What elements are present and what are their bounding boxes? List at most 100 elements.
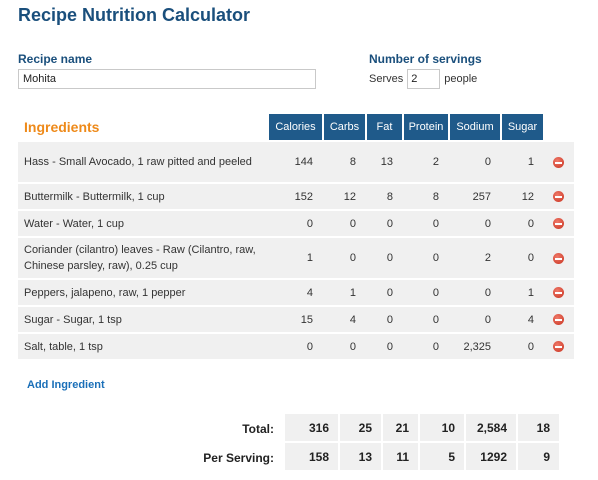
- ingredient-fat: 0: [365, 307, 402, 334]
- ingredient-sugar: 1: [500, 280, 543, 307]
- ingredient-calories: 0: [267, 334, 322, 361]
- ingredient-protein: 0: [402, 280, 448, 307]
- ingredient-row: Coriander (cilantro) leaves - Raw (Cilan…: [18, 238, 574, 280]
- ingredient-name: Hass - Small Avocado, 1 raw pitted and p…: [18, 142, 267, 184]
- servings-prefix: Serves: [369, 73, 404, 85]
- remove-ingredient-icon[interactable]: [553, 341, 564, 353]
- ingredient-name: Peppers, jalapeno, raw, 1 pepper: [18, 280, 267, 307]
- total-protein: 10: [418, 414, 464, 443]
- per-serving-sodium: 1292: [464, 443, 516, 472]
- remove-ingredient-icon[interactable]: [553, 287, 564, 299]
- ingredient-sodium: 0: [448, 142, 500, 184]
- ingredient-fat: 13: [365, 142, 402, 184]
- ingredient-carbs: 12: [322, 184, 365, 211]
- ingredient-sodium: 0: [448, 280, 500, 307]
- ingredient-name: Buttermilk - Buttermilk, 1 cup: [18, 184, 267, 211]
- total-sodium: 2,584: [464, 414, 516, 443]
- total-fat: 21: [381, 414, 418, 443]
- ingredient-sugar: 4: [500, 307, 543, 334]
- ingredient-sugar: 12: [500, 184, 543, 211]
- ingredient-name: Water - Water, 1 cup: [18, 211, 267, 238]
- column-header-fat: Fat: [365, 114, 402, 142]
- ingredient-sodium: 0: [448, 211, 500, 238]
- ingredient-sodium: 2: [448, 238, 500, 280]
- ingredient-carbs: 0: [322, 238, 365, 280]
- per-serving-calories: 158: [283, 443, 338, 472]
- ingredient-carbs: 4: [322, 307, 365, 334]
- column-header-remove: [543, 114, 574, 142]
- remove-cell: [543, 142, 574, 184]
- per-serving-sugar: 9: [516, 443, 559, 472]
- ingredient-sodium: 0: [448, 307, 500, 334]
- ingredient-protein: 0: [402, 307, 448, 334]
- ingredients-table: Ingredients Calories Carbs Fat Protein S…: [18, 114, 574, 361]
- remove-cell: [543, 280, 574, 307]
- servings-row: Serves people: [369, 69, 477, 89]
- column-header-calories: Calories: [267, 114, 322, 142]
- ingredient-name: Salt, table, 1 tsp: [18, 334, 267, 361]
- ingredient-calories: 152: [267, 184, 322, 211]
- ingredient-protein: 0: [402, 211, 448, 238]
- add-ingredient-link[interactable]: Add Ingredient: [27, 379, 105, 391]
- ingredient-sodium: 257: [448, 184, 500, 211]
- ingredient-fat: 0: [365, 334, 402, 361]
- ingredient-row: Peppers, jalapeno, raw, 1 pepper 4 1 0 0 0 1: [18, 280, 574, 307]
- ingredient-calories: 15: [267, 307, 322, 334]
- ingredient-sugar: 0: [500, 238, 543, 280]
- per-serving-protein: 5: [418, 443, 464, 472]
- ingredient-protein: 0: [402, 238, 448, 280]
- remove-ingredient-icon[interactable]: [553, 252, 564, 264]
- totals-table: Total: 316 25 21 10 2,584 18 Per Serving…: [170, 414, 559, 472]
- ingredient-sugar: 0: [500, 211, 543, 238]
- ingredients-heading: Ingredients: [18, 114, 267, 142]
- ingredient-name: Sugar - Sugar, 1 tsp: [18, 307, 267, 334]
- remove-cell: [543, 307, 574, 334]
- ingredient-carbs: 0: [322, 211, 365, 238]
- ingredient-name: Coriander (cilantro) leaves - Raw (Cilan…: [18, 238, 267, 280]
- ingredient-protein: 8: [402, 184, 448, 211]
- column-header-protein: Protein: [402, 114, 448, 142]
- column-header-sodium: Sodium: [448, 114, 500, 142]
- per-serving-row: Per Serving: 158 13 11 5 1292 9: [170, 443, 559, 472]
- ingredient-sugar: 1: [500, 142, 543, 184]
- ingredient-sodium: 2,325: [448, 334, 500, 361]
- column-header-carbs: Carbs: [322, 114, 365, 142]
- remove-ingredient-icon[interactable]: [553, 156, 564, 168]
- total-sugar: 18: [516, 414, 559, 443]
- recipe-name-label: Recipe name: [18, 52, 93, 66]
- ingredient-sugar: 0: [500, 334, 543, 361]
- ingredient-calories: 144: [267, 142, 322, 184]
- ingredient-calories: 4: [267, 280, 322, 307]
- remove-cell: [543, 238, 574, 280]
- remove-ingredient-icon[interactable]: [553, 218, 564, 230]
- per-serving-fat: 11: [381, 443, 418, 472]
- per-serving-carbs: 13: [338, 443, 381, 472]
- servings-input[interactable]: [407, 69, 441, 89]
- ingredient-row: Sugar - Sugar, 1 tsp 15 4 0 0 0 4: [18, 307, 574, 334]
- remove-cell: [543, 211, 574, 238]
- remove-cell: [543, 184, 574, 211]
- ingredient-row: Buttermilk - Buttermilk, 1 cup 152 12 8 8 257…: [18, 184, 574, 211]
- ingredient-protein: 2: [402, 142, 448, 184]
- column-header-sugar: Sugar: [500, 114, 543, 142]
- ingredient-protein: 0: [402, 334, 448, 361]
- ingredient-fat: 0: [365, 211, 402, 238]
- page-title: Recipe Nutrition Calculator: [18, 5, 251, 25]
- ingredient-carbs: 1: [322, 280, 365, 307]
- recipe-name-input[interactable]: [18, 69, 316, 89]
- remove-ingredient-icon[interactable]: [553, 191, 564, 203]
- servings-label: Number of servings: [369, 52, 482, 66]
- ingredient-fat: 8: [365, 184, 402, 211]
- remove-cell: [543, 334, 574, 361]
- ingredient-carbs: 0: [322, 334, 365, 361]
- total-label: Total:: [242, 421, 274, 436]
- ingredient-fat: 0: [365, 238, 402, 280]
- ingredient-row: Salt, table, 1 tsp 0 0 0 0 2,325 0: [18, 334, 574, 361]
- ingredient-calories: 1: [267, 238, 322, 280]
- total-calories: 316: [283, 414, 338, 443]
- total-row: Total: 316 25 21 10 2,584 18: [170, 414, 559, 443]
- servings-suffix: people: [444, 73, 478, 85]
- per-serving-label: Per Serving:: [203, 450, 274, 465]
- remove-ingredient-icon[interactable]: [553, 314, 564, 326]
- ingredient-carbs: 8: [322, 142, 365, 184]
